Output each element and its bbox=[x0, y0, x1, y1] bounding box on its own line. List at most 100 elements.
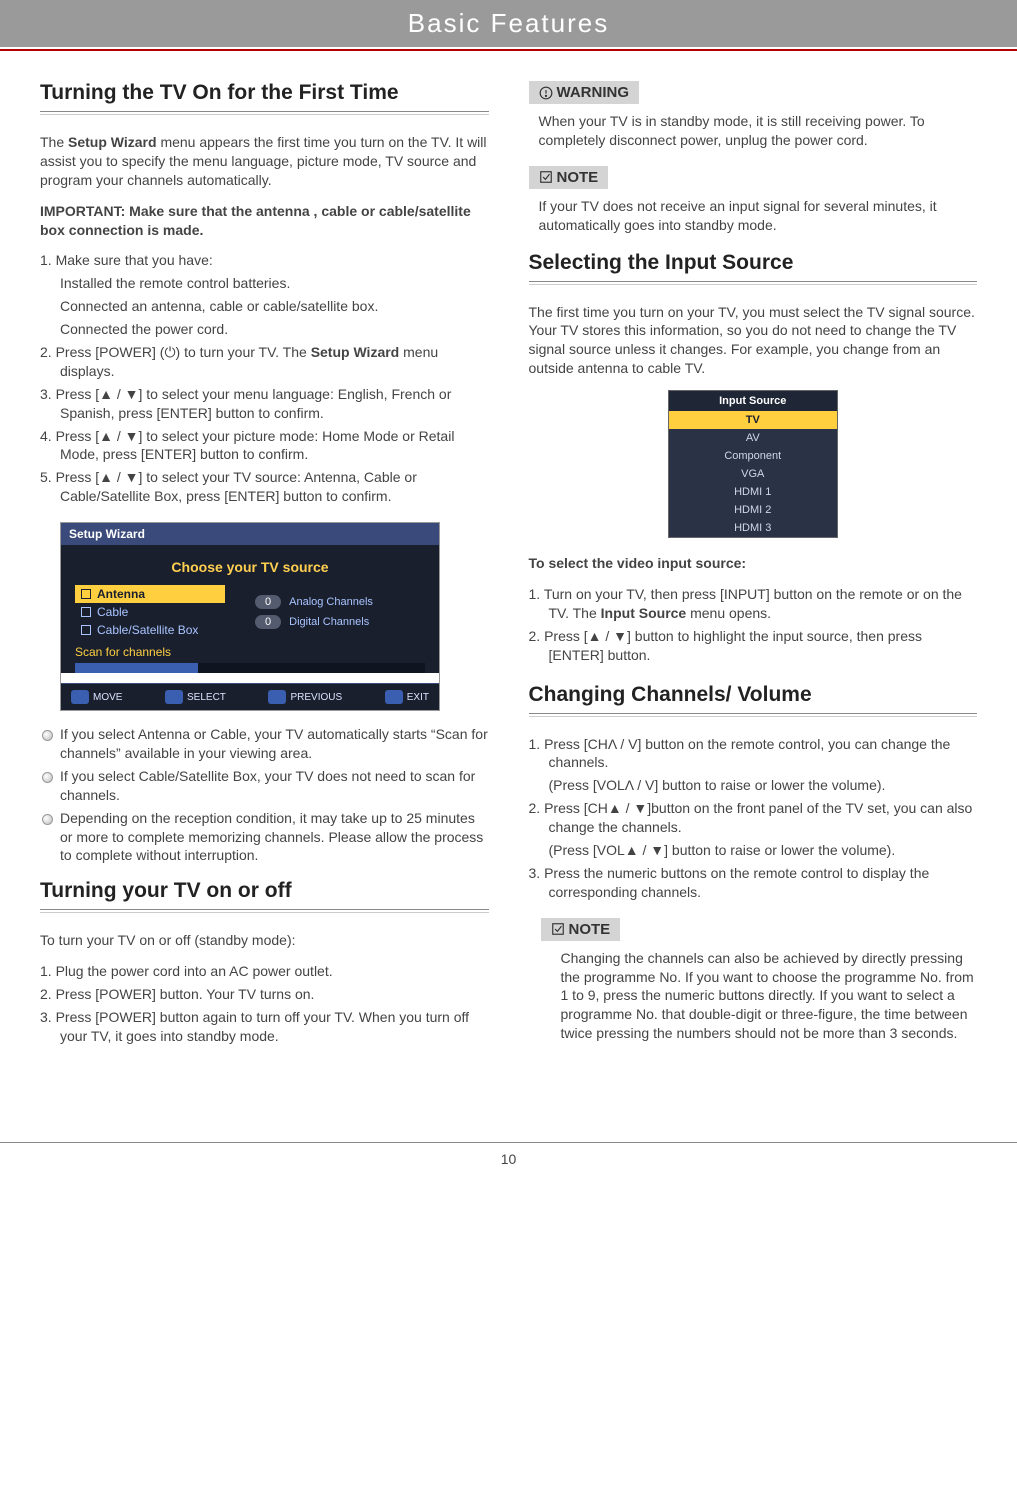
label: EXIT bbox=[407, 692, 429, 703]
page-body: Turning the TV On for the First Time The… bbox=[0, 81, 1017, 1102]
hint-exit: EXIT bbox=[385, 690, 429, 704]
label: MOVE bbox=[93, 692, 122, 703]
input-item-hdmi3: HDMI 3 bbox=[669, 519, 837, 537]
step-sub: Installed the remote control batteries. bbox=[40, 274, 489, 293]
input-steps: 1. Turn on your TV, then press [INPUT] b… bbox=[529, 585, 978, 665]
rule bbox=[40, 909, 489, 913]
label: PREVIOUS bbox=[290, 692, 342, 703]
hint-select: SELECT bbox=[165, 690, 226, 704]
checkbox-icon bbox=[81, 625, 91, 635]
text-bold: Input Source bbox=[601, 605, 687, 621]
count-value: 0 bbox=[255, 615, 281, 629]
warning-label: WARNING bbox=[529, 81, 640, 104]
menu-icon bbox=[268, 690, 286, 704]
section-onoff-title: Turning your TV on or off bbox=[40, 879, 489, 903]
rule bbox=[529, 713, 978, 717]
wizard-titlebar: Setup Wizard bbox=[61, 523, 439, 545]
step-sub: (Press [VOL▲ / ▼] button to raise or low… bbox=[529, 841, 978, 860]
text: 2. Press [POWER] (⏻) to turn your TV. Th… bbox=[40, 344, 311, 360]
wizard-body: Choose your TV source Antenna Cable Cabl… bbox=[61, 545, 439, 673]
note-text: If your TV does not receive an input sig… bbox=[529, 197, 978, 235]
onoff-steps: 1. Plug the power cord into an AC power … bbox=[40, 962, 489, 1046]
wizard-option-csb: Cable/Satellite Box bbox=[75, 621, 225, 639]
input-item-hdmi1: HDMI 1 bbox=[669, 483, 837, 501]
count-label: Digital Channels bbox=[289, 616, 369, 628]
input-item-vga: VGA bbox=[669, 465, 837, 483]
step-sub: (Press [VOLΛ / V] button to raise or low… bbox=[529, 776, 978, 795]
step: 1. Plug the power cord into an AC power … bbox=[40, 962, 489, 981]
section-channels-title: Changing Channels/ Volume bbox=[529, 683, 978, 707]
input-item-hdmi2: HDMI 2 bbox=[669, 501, 837, 519]
step: 2. Press [POWER] button. Your TV turns o… bbox=[40, 985, 489, 1004]
step: 4. Press [▲ / ▼] to select your picture … bbox=[40, 427, 489, 465]
input-menu-title: Input Source bbox=[669, 391, 837, 411]
note-item: Depending on the reception condition, it… bbox=[40, 809, 489, 866]
first-time-steps: 1. Make sure that you have: Installed th… bbox=[40, 251, 489, 506]
wizard-progress bbox=[75, 663, 425, 673]
section-input-title: Selecting the Input Source bbox=[529, 251, 978, 275]
step: 2. Press [POWER] (⏻) to turn your TV. Th… bbox=[40, 343, 489, 381]
label: WARNING bbox=[557, 84, 630, 101]
analog-count: 0 Analog Channels bbox=[255, 595, 373, 609]
note-label: NOTE bbox=[529, 166, 609, 189]
note-item: If you select Antenna or Cable, your TV … bbox=[40, 725, 489, 763]
dpad-icon bbox=[71, 690, 89, 704]
step: 2. Press [▲ / ▼] button to highlight the… bbox=[529, 627, 978, 665]
checkbox-icon bbox=[81, 589, 91, 599]
check-icon bbox=[551, 922, 565, 936]
important-note: IMPORTANT: Make sure that the antenna , … bbox=[40, 202, 489, 240]
step: 3. Press [▲ / ▼] to select your menu lan… bbox=[40, 385, 489, 423]
input-item-component: Component bbox=[669, 447, 837, 465]
count-label: Analog Channels bbox=[289, 596, 373, 608]
label: Cable bbox=[97, 605, 128, 619]
rule bbox=[529, 281, 978, 285]
wizard-channel-counts: 0 Analog Channels 0 Digital Channels bbox=[255, 595, 373, 629]
warning-icon bbox=[539, 86, 553, 100]
check-icon bbox=[539, 170, 553, 184]
step: 3. Press [POWER] button again to turn of… bbox=[40, 1008, 489, 1046]
step: 3. Press the numeric buttons on the remo… bbox=[529, 864, 978, 902]
step-sub: Connected an antenna, cable or cable/sat… bbox=[40, 297, 489, 316]
exit-icon bbox=[385, 690, 403, 704]
page-header: Basic Features bbox=[0, 0, 1017, 47]
wizard-progress-fill bbox=[75, 663, 198, 673]
left-column: Turning the TV On for the First Time The… bbox=[40, 81, 489, 1062]
header-underline bbox=[0, 49, 1017, 51]
rule bbox=[40, 111, 489, 115]
enter-icon bbox=[165, 690, 183, 704]
step: 1. Turn on your TV, then press [INPUT] b… bbox=[529, 585, 978, 623]
label: SELECT bbox=[187, 692, 226, 703]
wizard-option-antenna: Antenna bbox=[75, 585, 225, 603]
text: menu opens. bbox=[686, 605, 771, 621]
input-source-menu: Input Source TV AV Component VGA HDMI 1 … bbox=[668, 390, 838, 538]
page-footer: 10 bbox=[0, 1142, 1017, 1175]
wizard-scan-label: Scan for channels bbox=[75, 639, 425, 663]
checkbox-icon bbox=[81, 607, 91, 617]
label: Antenna bbox=[97, 587, 145, 601]
channels-steps: 1. Press [CHΛ / V] button on the remote … bbox=[529, 735, 978, 902]
label: Cable/Satellite Box bbox=[97, 623, 198, 637]
notes-list: If you select Antenna or Cable, your TV … bbox=[40, 725, 489, 865]
label: NOTE bbox=[569, 921, 611, 938]
input-item-av: AV bbox=[669, 429, 837, 447]
input-item-tv: TV bbox=[669, 411, 837, 429]
wizard-heading: Choose your TV source bbox=[75, 553, 425, 585]
wizard-content-row: Antenna Cable Cable/Satellite Box 0 Analo… bbox=[75, 585, 425, 639]
label: NOTE bbox=[557, 169, 599, 186]
note-label: NOTE bbox=[541, 918, 621, 941]
note-text: Changing the channels can also be achiev… bbox=[541, 949, 978, 1043]
text-bold: Setup Wizard bbox=[68, 134, 157, 150]
right-column: WARNING When your TV is in standby mode,… bbox=[529, 81, 978, 1062]
step: 1. Press [CHΛ / V] button on the remote … bbox=[529, 735, 978, 773]
setup-wizard-intro: The Setup Wizard menu appears the first … bbox=[40, 133, 489, 190]
count-value: 0 bbox=[255, 595, 281, 609]
input-intro: The first time you turn on your TV, you … bbox=[529, 303, 978, 379]
text: The bbox=[40, 134, 68, 150]
step: 5. Press [▲ / ▼] to select your TV sourc… bbox=[40, 468, 489, 506]
wizard-footer: MOVE SELECT PREVIOUS EXIT bbox=[61, 683, 439, 710]
setup-wizard-dialog: Setup Wizard Choose your TV source Anten… bbox=[60, 522, 440, 711]
hint-move: MOVE bbox=[71, 690, 122, 704]
wizard-option-cable: Cable bbox=[75, 603, 225, 621]
hint-previous: PREVIOUS bbox=[268, 690, 342, 704]
to-select-heading: To select the video input source: bbox=[529, 554, 978, 573]
